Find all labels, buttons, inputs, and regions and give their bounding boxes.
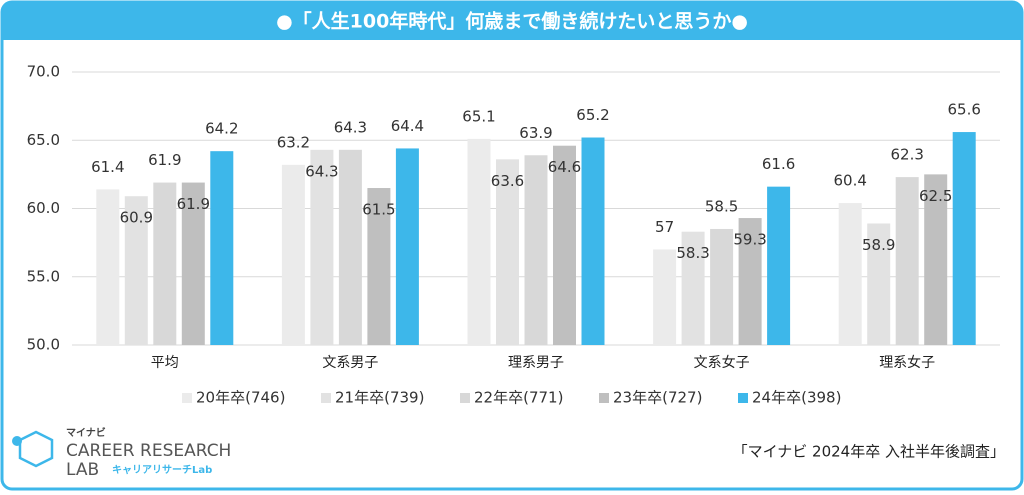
bar: [395, 148, 419, 345]
data-label: 64.3: [334, 118, 367, 136]
bar: [924, 174, 948, 345]
legend-swatch: [321, 393, 331, 403]
data-label: 63.2: [277, 133, 310, 151]
x-tick-label: 理系女子: [879, 354, 935, 371]
bar: [553, 145, 576, 345]
logo-dot: [12, 436, 22, 446]
bar: [367, 188, 391, 345]
logo: マイナビ CAREER RESEARCH LAB キャリアリサーチLab: [12, 426, 231, 480]
data-label: 60.4: [833, 172, 866, 190]
data-label: 61.9: [148, 151, 181, 169]
bar: [124, 196, 148, 345]
legend-label: 22年卒(771): [474, 389, 563, 407]
bar: [838, 203, 862, 345]
legend-label: 24年卒(398): [752, 389, 841, 407]
bar: [524, 155, 548, 345]
data-label: 58.5: [705, 197, 738, 215]
legend-swatch: [599, 393, 609, 403]
x-tick-label: 文系女子: [694, 354, 750, 371]
data-label: 58.3: [676, 244, 709, 262]
data-label: 63.6: [491, 172, 524, 190]
legend-swatch: [738, 393, 748, 403]
data-label: 65.1: [462, 107, 495, 125]
bar: [653, 249, 677, 345]
data-label: 61.5: [362, 201, 395, 219]
data-label: 64.6: [548, 158, 581, 176]
data-label: 64.2: [205, 120, 238, 138]
bar: [710, 228, 734, 345]
bar: [738, 218, 762, 345]
bar: [767, 186, 791, 345]
data-label: 64.4: [391, 117, 424, 135]
y-tick-label: 65.0: [27, 131, 60, 149]
bar: [681, 231, 705, 345]
bar: [338, 149, 362, 345]
data-label: 59.3: [733, 231, 766, 249]
data-label: 65.6: [947, 101, 980, 119]
bar: [581, 137, 605, 345]
y-tick-label: 70.0: [27, 63, 60, 81]
legend-label: 21年卒(739): [335, 389, 424, 407]
bar: [895, 177, 919, 345]
data-label: 61.9: [177, 195, 210, 213]
x-tick-label: 理系男子: [508, 355, 564, 371]
legend-label: 20年卒(746): [196, 389, 285, 407]
y-tick-label: 55.0: [27, 267, 60, 285]
y-tick-label: 60.0: [27, 199, 60, 217]
bar: [496, 159, 519, 345]
data-label: 60.9: [120, 209, 153, 227]
chart-title: ●「人生100年時代」何歳まで働き続けたいと思うか●: [276, 10, 748, 33]
logo-icon: [18, 430, 54, 468]
legend-label: 23年卒(727): [613, 389, 702, 407]
bar: [867, 223, 891, 345]
logo-line2: LAB: [66, 460, 99, 480]
data-label: 58.9: [862, 236, 895, 254]
x-tick-label: 文系男子: [322, 355, 378, 371]
bar: [153, 182, 177, 345]
title-bar: [2, 2, 1022, 40]
bar: [210, 151, 234, 345]
logo-sub: キャリアリサーチLab: [112, 464, 212, 476]
data-label: 62.5: [919, 187, 952, 205]
bar: [181, 182, 205, 345]
y-tick-label: 50.0: [27, 336, 60, 354]
bar: [96, 189, 120, 345]
data-label: 65.2: [576, 106, 609, 124]
data-label: 64.3: [305, 162, 338, 180]
bar: [467, 138, 491, 345]
logo-brand: マイナビ: [66, 426, 106, 439]
legend-swatch: [182, 393, 192, 403]
logo-line1: CAREER RESEARCH: [66, 441, 231, 461]
data-label: 63.9: [519, 124, 552, 142]
x-tick-label: 平均: [151, 355, 179, 371]
legend-swatch: [460, 393, 470, 403]
data-label: 61.6: [762, 155, 795, 173]
source: 「マイナビ 2024年卒 入社半年後調査」: [733, 443, 1005, 461]
data-label: 61.4: [91, 158, 124, 176]
data-label: 57: [655, 218, 674, 236]
bar: [310, 149, 334, 345]
data-label: 62.3: [890, 146, 923, 164]
bar: [281, 164, 305, 345]
bar: [952, 132, 976, 345]
